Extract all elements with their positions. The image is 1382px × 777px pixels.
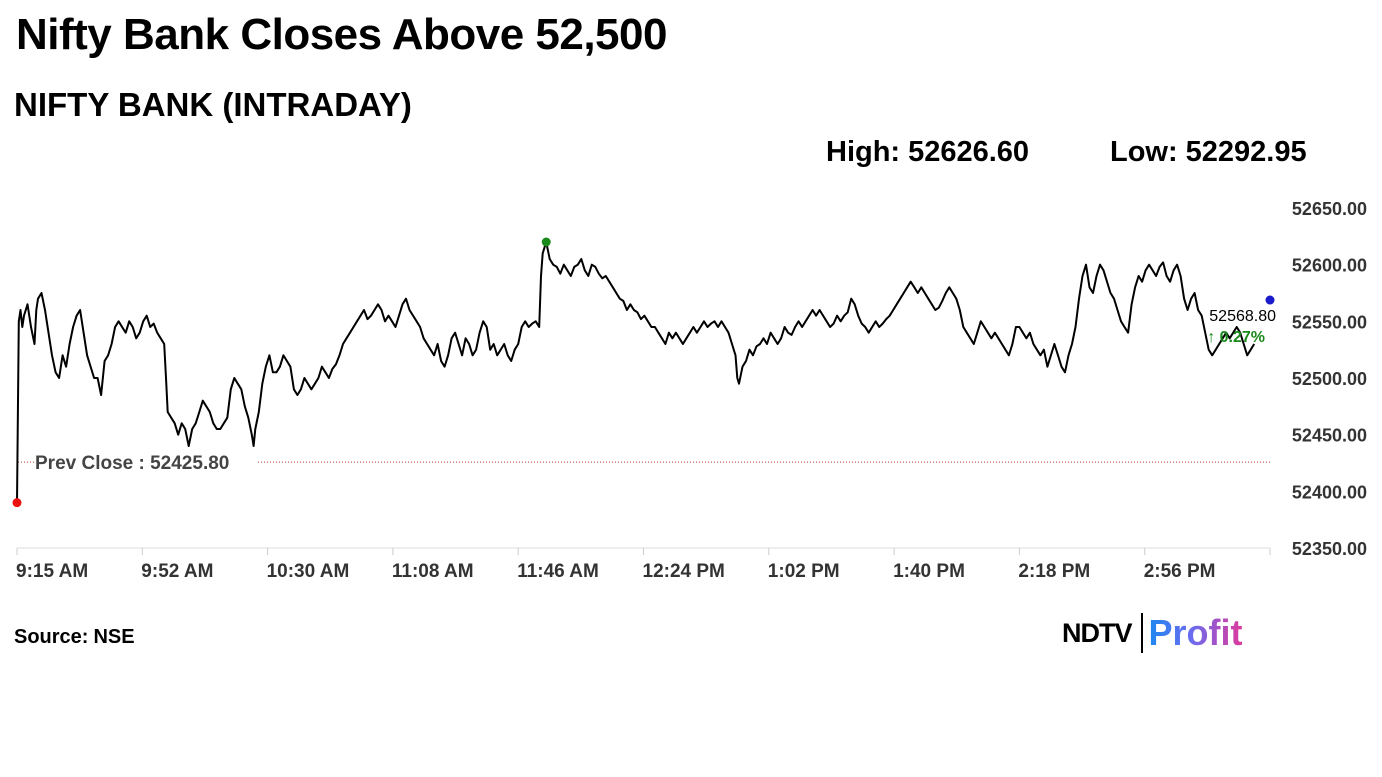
- logo-divider: [1140, 613, 1143, 653]
- y-tick-label: 52400.00: [1292, 482, 1367, 502]
- x-axis: 9:15 AM 9:52 AM 10:30 AM 11:08 AM 11:46 AM 12…: [16, 547, 1271, 582]
- x-tick-label: 10:30 AM: [267, 561, 350, 582]
- series-group: [16, 241, 1256, 503]
- change-label: ↑ 0.27%: [1207, 329, 1265, 346]
- markers-group: [12, 237, 1275, 508]
- source-value: NSE: [93, 626, 135, 648]
- high-label: High:: [826, 136, 901, 168]
- x-tick-label: 11:08 AM: [392, 561, 474, 582]
- ndtv-profit-logo: NDTV Profit: [1062, 612, 1243, 654]
- high-marker: [541, 237, 551, 247]
- x-tick-label: 1:40 PM: [893, 561, 965, 582]
- headline: Nifty Bank Closes Above 52,500: [16, 10, 667, 59]
- x-tick-label: 9:52 AM: [141, 561, 213, 582]
- prev-close-group: Prev Close : 52425.80: [18, 453, 1270, 474]
- low-value: 52292.95: [1185, 136, 1307, 168]
- y-tick-label: 52550.00: [1292, 312, 1367, 332]
- last-value-label: 52568.80: [1209, 308, 1276, 325]
- x-tick-label: 9:15 AM: [16, 561, 88, 582]
- close-marker: [1265, 295, 1275, 305]
- intraday-line-chart: 52650.00 52600.00 52550.00 52500.00 52450.00…: [12, 199, 1367, 582]
- x-tick-label: 1:02 PM: [768, 561, 840, 582]
- high-value: 52626.60: [908, 136, 1030, 168]
- open-marker: [12, 498, 22, 508]
- y-axis: 52650.00 52600.00 52550.00 52500.00 52450.00…: [1292, 199, 1367, 559]
- x-tick-label: 2:56 PM: [1144, 561, 1216, 582]
- logo-brand: NDTV: [1062, 617, 1132, 648]
- series-line: [16, 241, 1256, 503]
- source-note: Source: NSE: [14, 626, 135, 649]
- source-label: Source:: [14, 626, 89, 648]
- y-tick-label: 52650.00: [1292, 199, 1367, 219]
- chart-subtitle: NIFTY BANK (INTRADAY): [14, 86, 412, 123]
- y-tick-label: 52600.00: [1292, 256, 1367, 276]
- y-tick-label: 52350.00: [1292, 539, 1367, 559]
- x-tick-label: 12:24 PM: [643, 561, 725, 582]
- x-tick-label: 11:46 AM: [517, 561, 599, 582]
- low-stat: Low: 52292.95: [1110, 136, 1307, 169]
- high-stat: High: 52626.60: [826, 136, 1029, 169]
- logo-product: Profit: [1148, 612, 1243, 653]
- x-tick-label: 2:18 PM: [1018, 561, 1090, 582]
- low-label: Low:: [1110, 136, 1178, 168]
- last-value-group: 52568.80 ↑ 0.27%: [1207, 308, 1276, 346]
- prev-close-label: Prev Close : 52425.80: [35, 453, 229, 474]
- y-tick-label: 52450.00: [1292, 426, 1367, 446]
- y-tick-label: 52500.00: [1292, 369, 1367, 389]
